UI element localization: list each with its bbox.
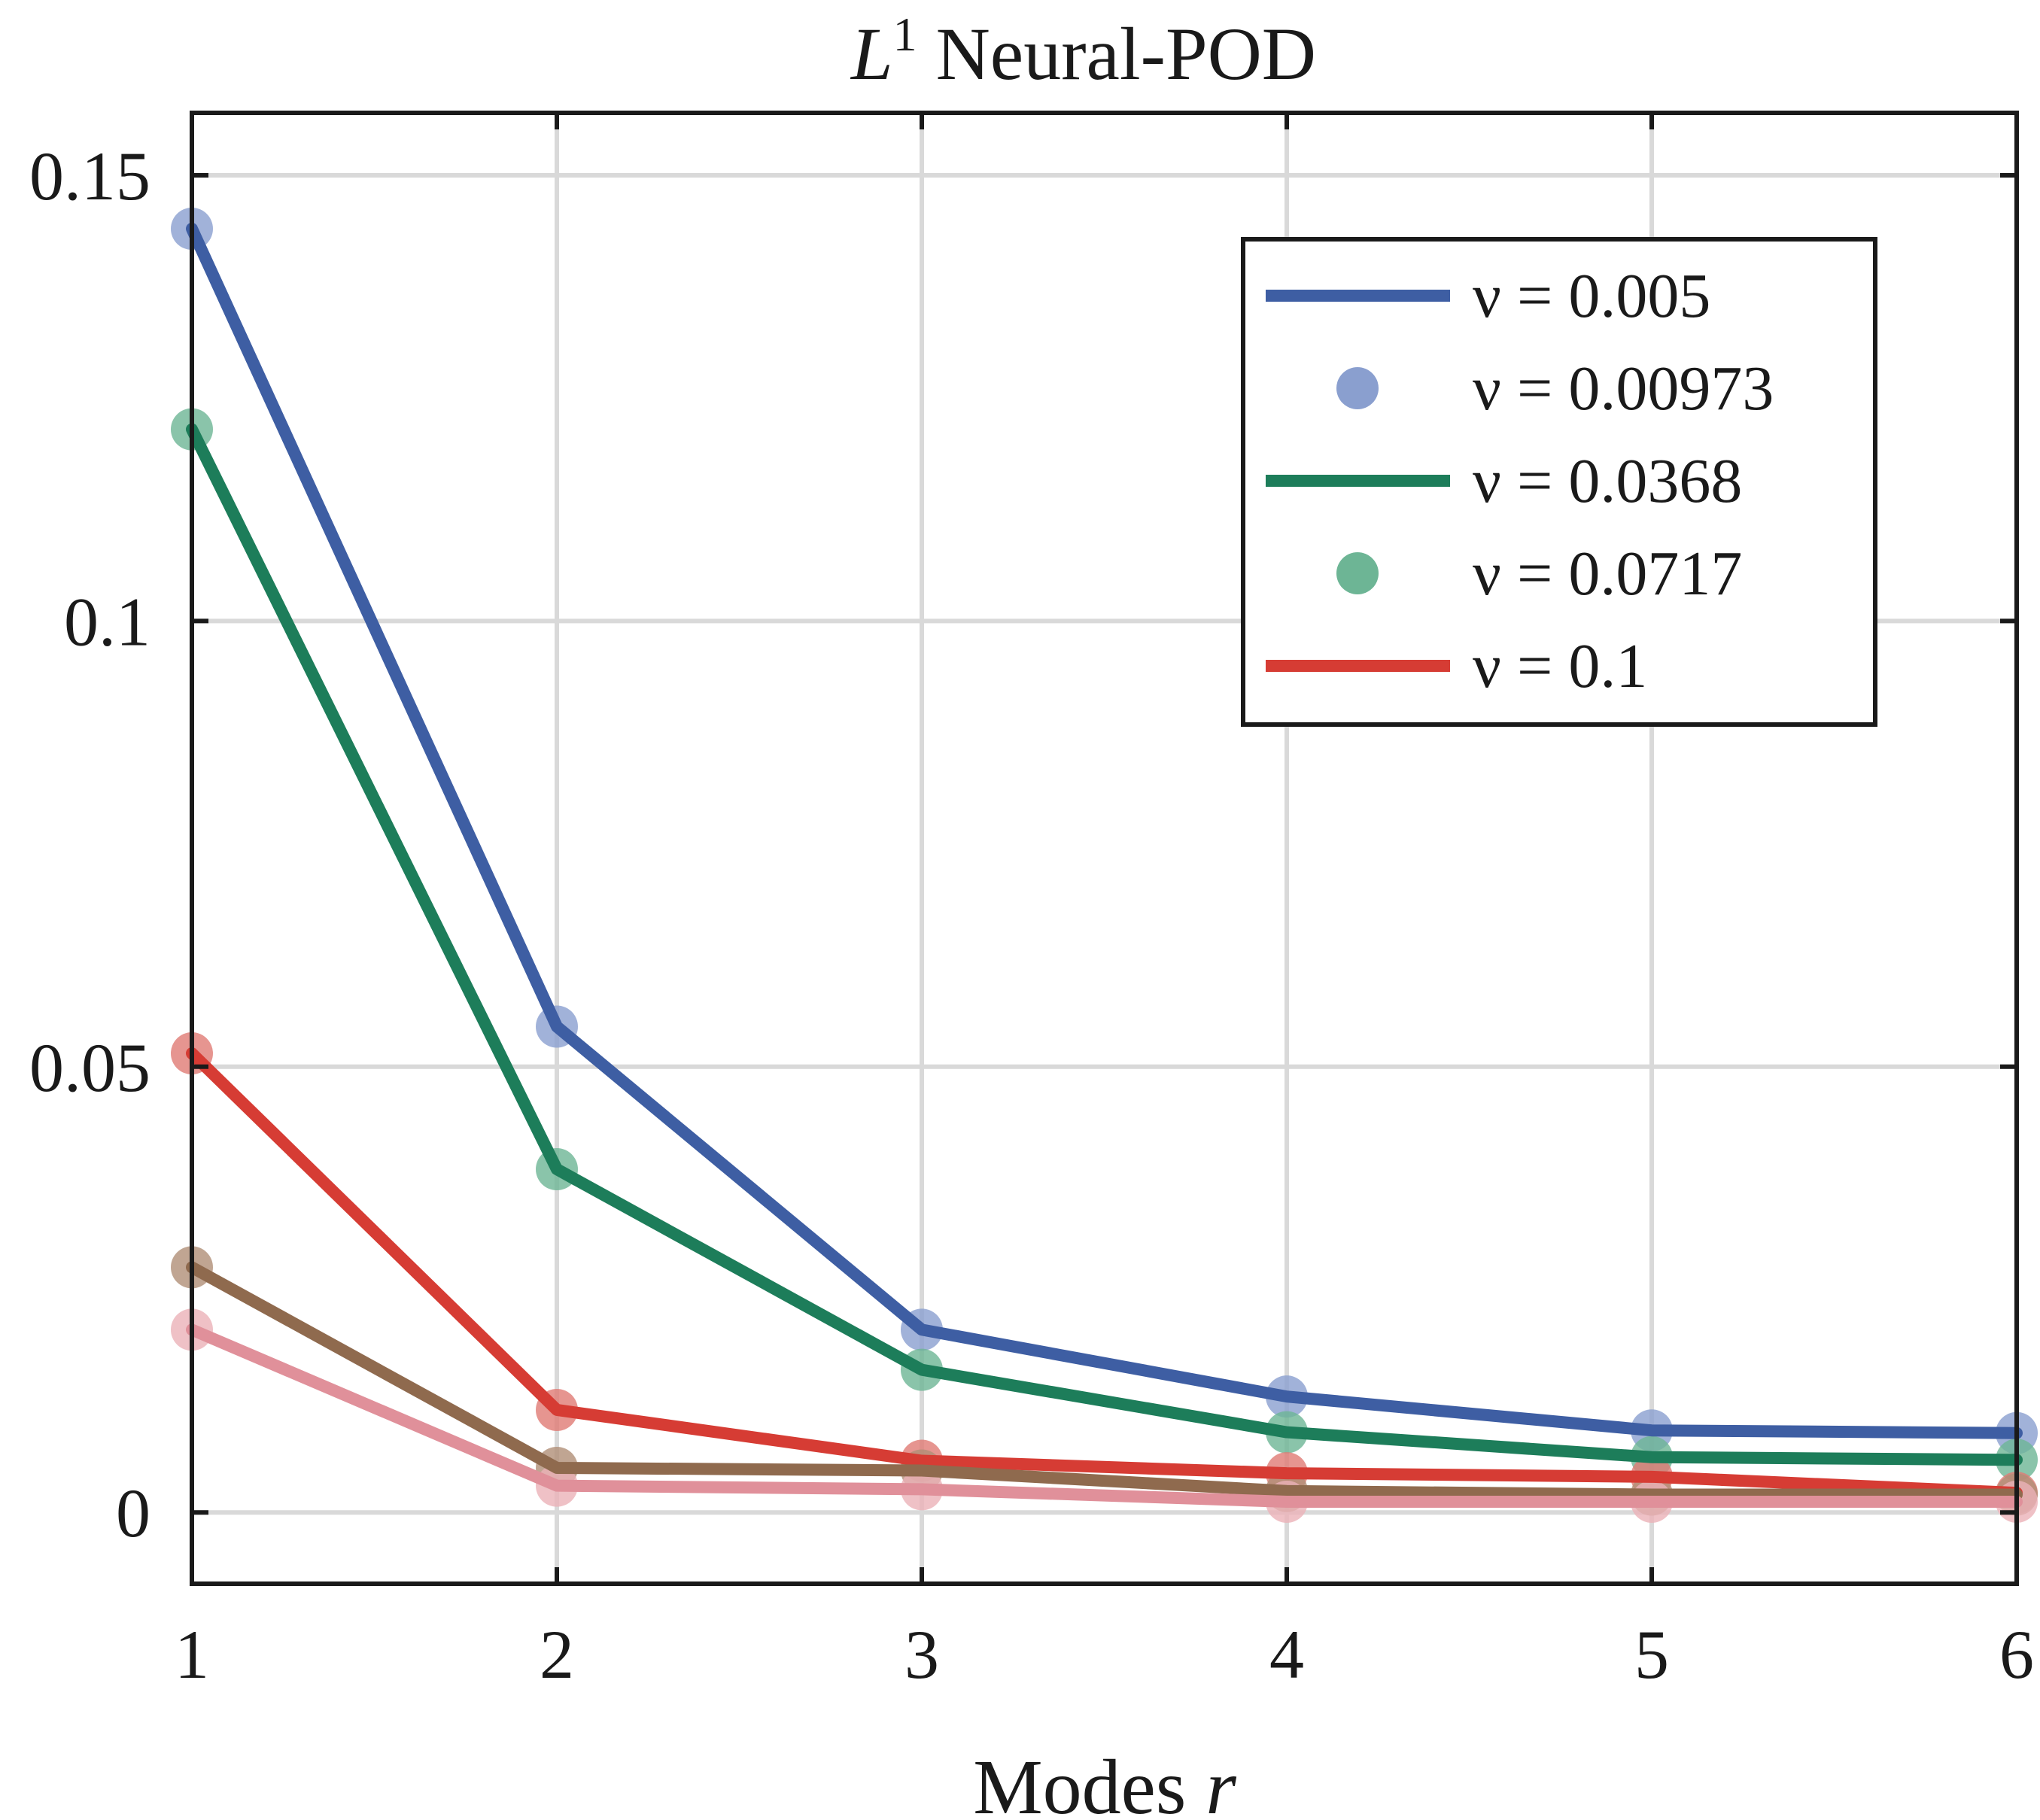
legend-label: ν = 0.005 bbox=[1473, 261, 1710, 331]
legend-swatch-marker bbox=[1336, 552, 1379, 594]
legend-label: ν = 0.0717 bbox=[1473, 539, 1742, 609]
title-main: L bbox=[850, 12, 893, 96]
series-layer bbox=[171, 208, 2038, 1523]
plot-frame bbox=[190, 111, 2019, 1586]
chart-title: L1 Neural-POD bbox=[850, 8, 1316, 96]
y-tick-label: 0.1 bbox=[64, 583, 150, 660]
y-tick-label: 0.05 bbox=[29, 1029, 150, 1106]
legend-label: ν = 0.00973 bbox=[1473, 354, 1774, 424]
series-0-line bbox=[186, 223, 2023, 1439]
title-superscript: 1 bbox=[893, 8, 917, 61]
line-layer bbox=[186, 223, 2023, 1508]
x-axis-label-var: r bbox=[1205, 1744, 1236, 1820]
x-tick-label: 3 bbox=[904, 1616, 939, 1693]
legend-label: ν = 0.1 bbox=[1473, 631, 1647, 701]
x-tick-label: 6 bbox=[1999, 1616, 2034, 1693]
y-tick-label: 0.15 bbox=[29, 138, 150, 214]
x-tick-label: 4 bbox=[1269, 1616, 1304, 1693]
y-tick-label: 0 bbox=[116, 1475, 150, 1551]
axis-ticks: 1 2 3 4 5 6 0 0.05 0.1 0.15 bbox=[29, 113, 2034, 1693]
title-rest: Neural-POD bbox=[917, 12, 1316, 96]
x-axis-label: Modes r bbox=[973, 1744, 1236, 1820]
legend-label: ν = 0.0368 bbox=[1473, 446, 1742, 516]
series-5-line bbox=[186, 1261, 2023, 1501]
series-4-line bbox=[186, 1047, 2023, 1499]
x-tick-label: 5 bbox=[1634, 1616, 1669, 1693]
x-tick-label: 1 bbox=[175, 1616, 209, 1693]
series-6-line bbox=[186, 1323, 2023, 1508]
series-2-line bbox=[186, 423, 2023, 1466]
legend-swatch-marker bbox=[1336, 367, 1379, 409]
legend: ν = 0.005 ν = 0.00973 ν = 0.0368 ν = 0.0717… bbox=[1241, 237, 1877, 727]
x-tick-label: 2 bbox=[540, 1616, 574, 1693]
x-axis-label-text: Modes bbox=[973, 1744, 1205, 1820]
